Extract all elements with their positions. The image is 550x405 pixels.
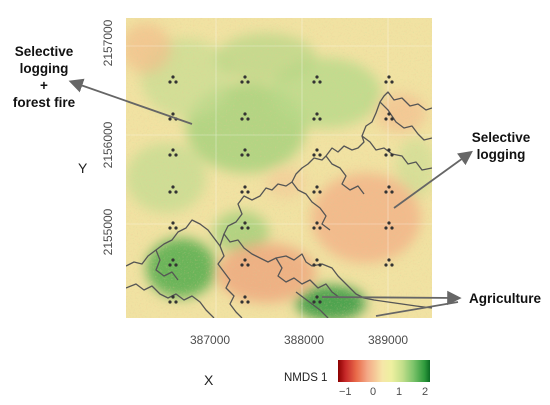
legend-label: 1: [396, 386, 403, 398]
sample-plot-markers: [168, 75, 394, 304]
annotation-line: Selective: [471, 130, 531, 145]
sample-plot-marker: [312, 185, 322, 194]
legend-tick: [399, 382, 400, 386]
boundary-selective-logging: [223, 91, 432, 309]
x-tick-3: 389000: [368, 333, 409, 347]
sample-plot-marker: [384, 148, 394, 157]
sample-plot-marker: [168, 221, 178, 230]
annotation-line: Selective: [14, 44, 74, 59]
x-tick-2: 388000: [284, 333, 325, 347]
sample-plot-marker: [240, 112, 250, 121]
annotation-line: +: [40, 78, 48, 93]
x-axis-title: X: [204, 372, 214, 388]
annotation-line: forest fire: [12, 95, 76, 110]
y-tick-3: 2155000: [101, 208, 115, 256]
legend-label: 2: [422, 386, 429, 398]
legend-tick: [346, 382, 347, 386]
sample-plot-marker: [312, 112, 322, 121]
legend-tick: [373, 382, 374, 386]
legend-label: 0: [370, 386, 377, 398]
sample-plot-marker: [312, 221, 322, 230]
sample-plot-marker: [384, 112, 394, 121]
legend-colorbar: [338, 360, 430, 382]
legend-label: −1: [339, 386, 352, 398]
sample-plot-marker: [168, 295, 178, 304]
sample-plot-marker: [168, 185, 178, 194]
sample-plot-marker: [312, 295, 322, 304]
annotation-selective-logging: Selective logging: [460, 129, 542, 163]
legend-tick: [425, 382, 426, 386]
sample-plot-marker: [240, 75, 250, 84]
sample-plot-marker: [384, 185, 394, 194]
nmds-raster-map: [126, 18, 432, 318]
sample-plot-marker: [312, 75, 322, 84]
sample-plot-marker: [384, 258, 394, 267]
sample-plot-marker: [384, 75, 394, 84]
sample-plot-marker: [168, 148, 178, 157]
sample-plot-marker: [168, 258, 178, 267]
sample-plot-marker: [312, 258, 322, 267]
boundary-agriculture: [126, 219, 225, 267]
sample-plot-marker: [240, 221, 250, 230]
sample-plot-marker: [240, 258, 250, 267]
annotation-line: logging: [19, 61, 69, 76]
x-tick-1: 387000: [190, 333, 231, 347]
sample-plot-marker: [384, 221, 394, 230]
y-tick-2: 2156000: [101, 121, 115, 169]
sample-plot-marker: [240, 185, 250, 194]
sample-plot-marker: [312, 148, 322, 157]
map-panel: [126, 18, 432, 318]
y-tick-1: 2157000: [101, 19, 115, 67]
annotation-selective-logging-fire: Selective logging + forest fire: [0, 43, 88, 111]
sample-plot-marker: [240, 295, 250, 304]
annotation-agriculture: Agriculture: [468, 291, 541, 306]
legend-title: NMDS 1: [284, 372, 328, 384]
annotation-line: logging: [476, 147, 526, 162]
sample-plot-marker: [240, 148, 250, 157]
y-axis-title: Y: [78, 160, 88, 176]
